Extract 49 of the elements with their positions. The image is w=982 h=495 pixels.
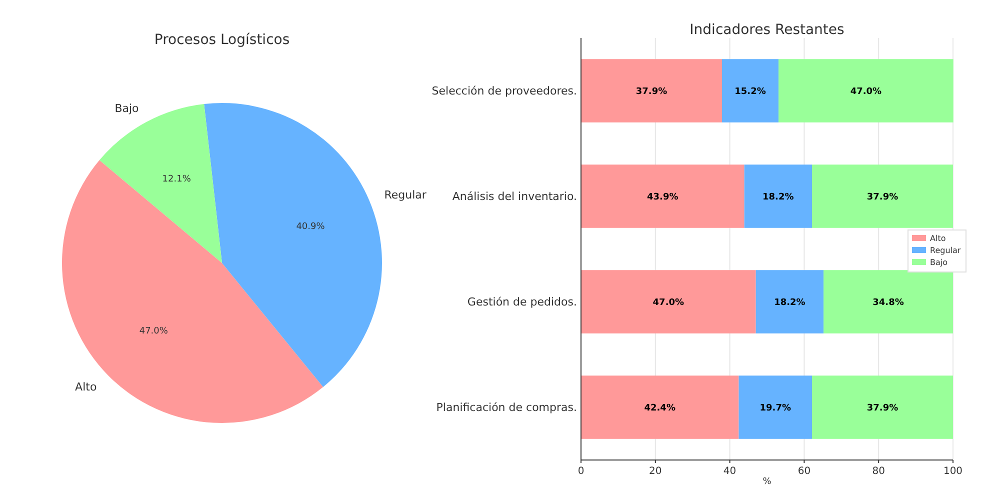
- pie-slice: [204, 103, 382, 387]
- slice-label: Bajo: [114, 102, 140, 115]
- bar: [738, 376, 812, 439]
- bar: [778, 59, 954, 122]
- x-tick-label: 20: [649, 466, 662, 477]
- x-tick-label: 80: [872, 466, 885, 477]
- y-tick-label: Gestión de pedidos.: [467, 296, 577, 309]
- data-label: 47.0%: [850, 86, 882, 97]
- bar: [812, 164, 953, 228]
- legend-label: Bajo: [930, 258, 948, 267]
- pie-slice: [99, 104, 222, 263]
- x-tick-label: 60: [798, 466, 811, 477]
- bar: [581, 59, 722, 122]
- data-label: 12.1%: [162, 174, 192, 185]
- bar: [722, 59, 779, 122]
- data-label: 42.4%: [644, 403, 676, 414]
- slice-label: Alto: [75, 380, 97, 394]
- data-label: 37.9%: [866, 403, 898, 414]
- x-tick-label: 0: [578, 466, 584, 477]
- data-label: 18.2%: [762, 192, 794, 202]
- chart-title: Procesos Logísticos: [154, 32, 290, 48]
- data-label: 47.0%: [139, 326, 168, 337]
- chart-title: Indicadores Restantes: [690, 22, 844, 38]
- data-label: 43.9%: [647, 192, 678, 202]
- y-tick-label: Selección de proveedores.: [432, 84, 577, 98]
- legend-label: Regular: [930, 246, 962, 255]
- data-label: 19.7%: [760, 403, 791, 414]
- bar: [581, 164, 744, 228]
- bar: [824, 270, 953, 334]
- x-tick-label: 100: [943, 466, 963, 477]
- bar: [812, 376, 953, 439]
- data-label: 34.8%: [872, 298, 904, 308]
- data-label: 37.9%: [636, 86, 668, 97]
- x-tick-label: 40: [723, 466, 736, 477]
- bar: [756, 270, 824, 334]
- y-tick-label: Análisis del inventario.: [452, 190, 577, 204]
- bar: [744, 164, 812, 228]
- bar: [581, 376, 739, 439]
- data-label: 18.2%: [774, 298, 806, 308]
- x-axis-title: %: [762, 477, 772, 487]
- pie-slice: [62, 160, 324, 423]
- data-label: 15.2%: [734, 86, 766, 97]
- legend-label: Alto: [930, 234, 946, 243]
- bar: [581, 270, 756, 334]
- y-tick-label: Planificación de compras.: [436, 401, 577, 414]
- data-label: 37.9%: [866, 192, 898, 202]
- slice-label: Regular: [384, 188, 427, 202]
- data-label: 47.0%: [652, 298, 684, 308]
- data-label: 40.9%: [296, 222, 326, 232]
